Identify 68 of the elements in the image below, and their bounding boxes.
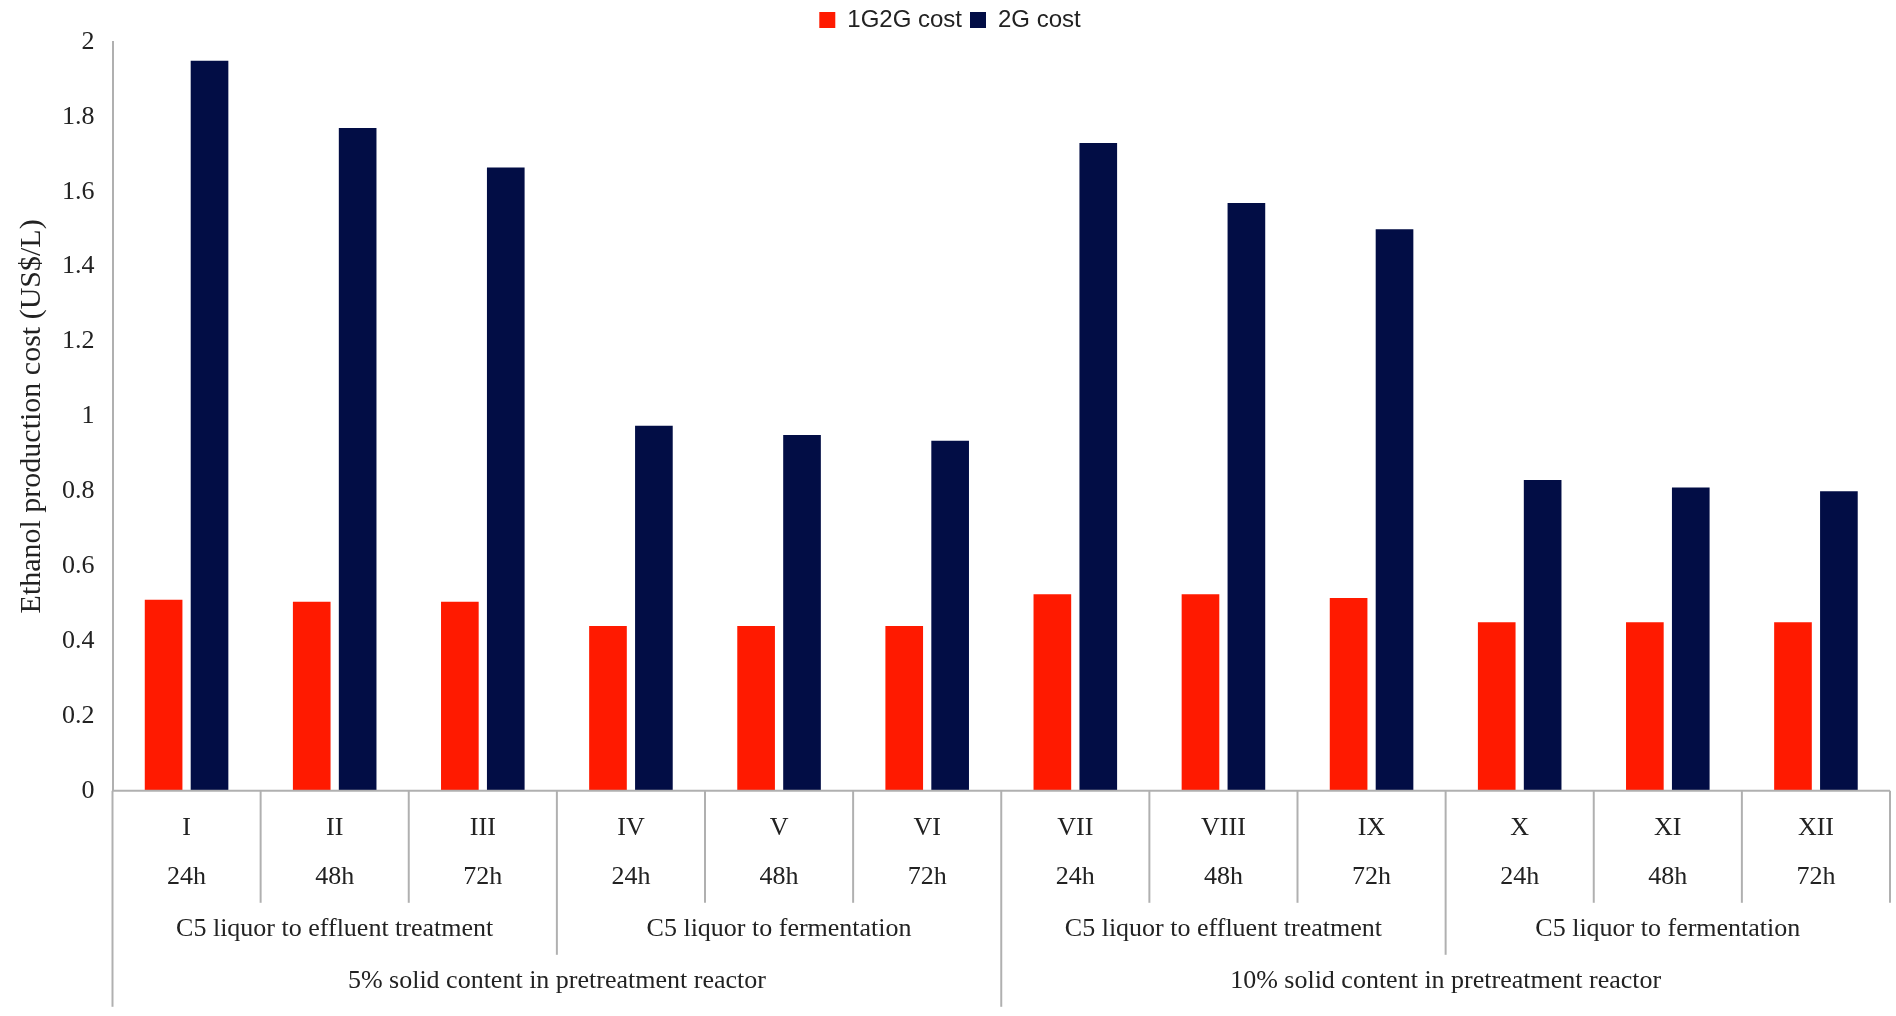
text: 72h [1352, 860, 1392, 890]
x-tick-label: VIII [1201, 812, 1246, 842]
bar [1079, 143, 1118, 791]
bar [1626, 622, 1664, 791]
text: C5 liquor to effluent treatment [176, 912, 495, 942]
x-tick-label: X [1510, 812, 1530, 842]
bar [1375, 229, 1414, 791]
bar [737, 626, 775, 791]
text: C5 liquor to fermentation [1535, 912, 1801, 942]
x-tick-label: VII [1057, 812, 1094, 842]
legend-label: 2G cost [998, 4, 1082, 32]
text: 72h [463, 860, 503, 890]
y-tick-label: 0 [81, 774, 95, 804]
x-tick-label: V [769, 812, 789, 842]
y-tick-label: 2 [81, 25, 95, 55]
text: 48h [315, 860, 355, 890]
bar [1033, 594, 1072, 791]
text: 24h [167, 860, 207, 890]
x-tick-label: III [469, 812, 496, 842]
x-tick-label: XII [1797, 812, 1834, 842]
bar [190, 60, 229, 791]
y-tick-label: 1 [81, 400, 95, 430]
y-tick-label: 1.6 [62, 175, 95, 205]
bar [1820, 491, 1858, 791]
text: C5 liquor to fermentation [646, 912, 912, 942]
text: 48h [1203, 860, 1243, 890]
bar [292, 601, 331, 791]
text: C5 liquor to effluent treatment [1064, 912, 1383, 942]
text: 5% solid content in pretreatment reactor [347, 964, 767, 994]
bar [885, 626, 924, 791]
x-tick-label: IX [1357, 812, 1386, 842]
text: 48h [1648, 860, 1688, 890]
bar [1774, 622, 1812, 791]
legend-label: 1G2G cost [847, 4, 963, 32]
bar [338, 128, 377, 791]
bar [1329, 597, 1368, 791]
text: 10% solid content in pretreatment reactor [1230, 964, 1662, 994]
bar [783, 435, 821, 791]
x-tick-label: VI [913, 812, 941, 842]
text: 72h [907, 860, 947, 890]
bar [441, 601, 479, 791]
bar [1671, 487, 1710, 791]
y-tick-label: 1.2 [62, 325, 95, 355]
bar [931, 440, 969, 791]
bar [635, 425, 673, 791]
bar [589, 626, 627, 791]
text: 24h [1500, 860, 1540, 890]
bar [1227, 202, 1266, 791]
bar [486, 167, 525, 791]
text: 24h [1055, 860, 1095, 890]
y-tick-label: 1.8 [62, 100, 95, 130]
x-tick-label: II [326, 812, 344, 842]
bar [1523, 480, 1562, 791]
x-tick-label: XI [1654, 812, 1682, 842]
text: 24h [611, 860, 651, 890]
bar [1181, 594, 1220, 791]
x-tick-label: IV [617, 812, 645, 842]
y-tick-label: 0.6 [62, 549, 95, 579]
bar [1477, 622, 1516, 791]
y-tick-label: 0.4 [62, 624, 95, 654]
bar [144, 599, 183, 791]
y-tick-label: 0.2 [62, 699, 95, 729]
y-tick-label: 1.4 [62, 250, 95, 280]
x-tick-label: I [182, 812, 191, 842]
y-tick-label: 0.8 [62, 475, 95, 505]
text: 48h [759, 860, 799, 890]
y-axis-title: Ethanol production cost (US$/L) [12, 219, 47, 614]
text: 72h [1796, 860, 1836, 890]
